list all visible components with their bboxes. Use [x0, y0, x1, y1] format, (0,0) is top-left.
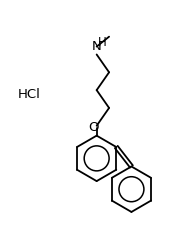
Text: H: H: [98, 36, 107, 49]
Text: O: O: [88, 121, 99, 134]
Text: HCl: HCl: [17, 88, 40, 101]
Text: N: N: [92, 40, 102, 53]
